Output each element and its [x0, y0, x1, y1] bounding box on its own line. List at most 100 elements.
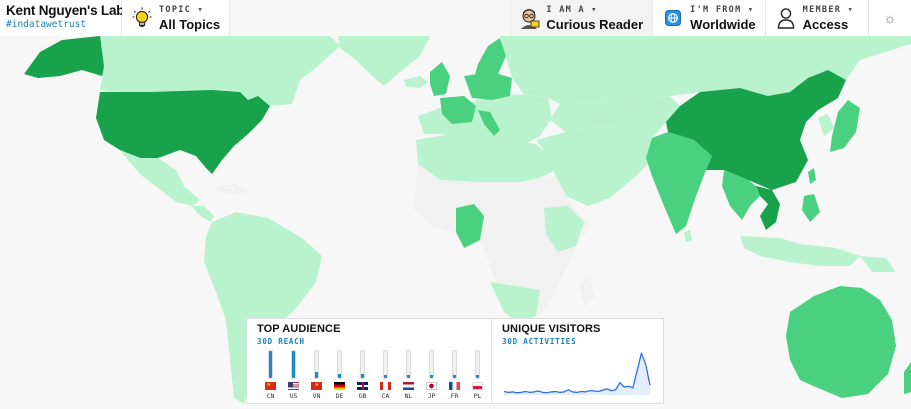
audience-country-pl[interactable]: PL [466, 350, 489, 400]
country-china[interactable] [666, 70, 846, 190]
stats-panel: TOP AUDIENCE 30D REACH ★ CN US ★ VN DE GB CA NL J… [246, 318, 664, 404]
country-nigeria[interactable] [456, 204, 484, 248]
region-south-america[interactable] [204, 212, 322, 404]
country-papua[interactable] [860, 256, 896, 272]
flag-fr-icon [449, 382, 460, 390]
region-indochina[interactable] [722, 170, 760, 220]
topic-label: TOPIC ▾ [159, 4, 204, 15]
region-central-africa[interactable] [414, 164, 590, 320]
country-code: CA [381, 392, 390, 400]
reach-bar [268, 350, 273, 379]
flag-ca-icon [380, 382, 391, 390]
sun-icon[interactable]: ☼ [869, 0, 911, 36]
top-bar: Kent Nguyen's Lab #indatawetrust TOPIC ▾… [0, 0, 911, 36]
country-greenland[interactable] [338, 36, 430, 86]
spacer [230, 0, 509, 36]
audience-country-cn[interactable]: ★ CN [259, 350, 282, 400]
reach-bar [291, 350, 296, 379]
region-central-america[interactable] [192, 206, 214, 222]
reach-bar [475, 350, 480, 379]
reach-bar [452, 350, 457, 379]
brand-tagline: #indatawetrust [6, 19, 87, 30]
country-japan[interactable] [830, 100, 860, 152]
member-value: Access [802, 16, 849, 32]
country-south-africa[interactable] [490, 282, 540, 324]
reach-bar-fill [315, 372, 318, 378]
audience-country-fr[interactable]: FR [443, 350, 466, 400]
country-taiwan[interactable] [808, 168, 816, 184]
reach-bar [429, 350, 434, 379]
region-label: I'M FROM ▾ [690, 4, 755, 15]
country-korea[interactable] [818, 114, 834, 136]
top-audience-subtitle: 30D REACH [257, 337, 305, 346]
reach-bar [314, 350, 319, 379]
top-audience-title: TOP AUDIENCE [257, 323, 341, 335]
reach-bar [360, 350, 365, 379]
country-russia[interactable] [500, 36, 911, 104]
country-iceland[interactable] [404, 76, 428, 88]
country-new-zealand[interactable] [904, 362, 911, 394]
flag-nl-icon [403, 382, 414, 390]
sparkline-area [504, 353, 650, 395]
reach-bar-fill [430, 374, 433, 378]
country-mexico[interactable] [120, 150, 200, 206]
country-germany[interactable] [464, 72, 512, 100]
reach-bar-fill [407, 374, 410, 378]
country-italy[interactable] [478, 110, 500, 136]
region-value: Worldwide [690, 16, 756, 32]
visitors-sparkline [503, 352, 651, 395]
country-philippines[interactable] [802, 194, 820, 222]
country-uk[interactable] [430, 62, 450, 96]
unique-visitors-subtitle: 30D ACTIVITIES [502, 337, 577, 346]
region-east-africa[interactable] [544, 206, 584, 252]
audience-country-nl[interactable]: NL [397, 350, 420, 400]
reach-bar-fill [361, 374, 364, 378]
audience-country-ca[interactable]: CA [374, 350, 397, 400]
reach-bar-fill [269, 351, 272, 378]
reader-avatar-icon [518, 7, 540, 29]
unique-visitors-title: UNIQUE VISITORS [502, 323, 601, 335]
region-middle-east[interactable] [536, 126, 652, 206]
topic-selector[interactable]: TOPIC ▾ All Topics [122, 0, 231, 36]
country-canada[interactable] [100, 36, 340, 106]
country-code: US [289, 392, 298, 400]
persona-label: I AM A ▾ [546, 4, 598, 15]
country-code: JP [427, 392, 436, 400]
reach-bar-fill [453, 374, 456, 378]
country-sri-lanka[interactable] [684, 230, 692, 242]
audience-country-us[interactable]: US [282, 350, 305, 400]
reach-bar-fill [476, 374, 479, 378]
country-alaska[interactable] [24, 36, 108, 78]
country-code: VN [312, 392, 321, 400]
reach-bar [406, 350, 411, 379]
region-central-asia[interactable] [550, 96, 680, 138]
country-australia[interactable] [786, 286, 896, 398]
region-indonesia[interactable] [740, 236, 860, 266]
sparkline-line [503, 352, 651, 394]
flag-us-icon [288, 382, 299, 390]
flag-gb-icon [357, 382, 368, 390]
region-selector[interactable]: I'M FROM ▾ Worldwide [653, 0, 766, 36]
brand-title[interactable]: Kent Nguyen's Lab [6, 3, 125, 18]
flag-cn-icon: ★ [265, 382, 276, 390]
audience-country-de[interactable]: DE [328, 350, 351, 400]
country-france[interactable] [440, 96, 476, 124]
flag-pl-icon [472, 382, 483, 390]
country-madagascar[interactable] [580, 276, 594, 306]
audience-country-vn[interactable]: ★ VN [305, 350, 328, 400]
member-selector[interactable]: MEMBER ▾ Access [765, 0, 869, 36]
persona-selector[interactable]: I AM A ▾ Curious Reader [509, 0, 654, 36]
country-india[interactable] [646, 132, 712, 234]
audience-country-jp[interactable]: JP [420, 350, 443, 400]
brand[interactable]: Kent Nguyen's Lab #indatawetrust [0, 0, 125, 36]
audience-country-gb[interactable]: GB [351, 350, 374, 400]
country-vietnam[interactable] [756, 186, 780, 230]
country-code: PL [473, 392, 482, 400]
region-north-africa[interactable] [416, 134, 556, 182]
reach-bar-fill [384, 374, 387, 378]
region-caribbean[interactable] [214, 184, 250, 194]
topic-value: All Topics [159, 16, 221, 32]
reach-bar [337, 350, 342, 379]
country-usa[interactable] [96, 90, 270, 174]
